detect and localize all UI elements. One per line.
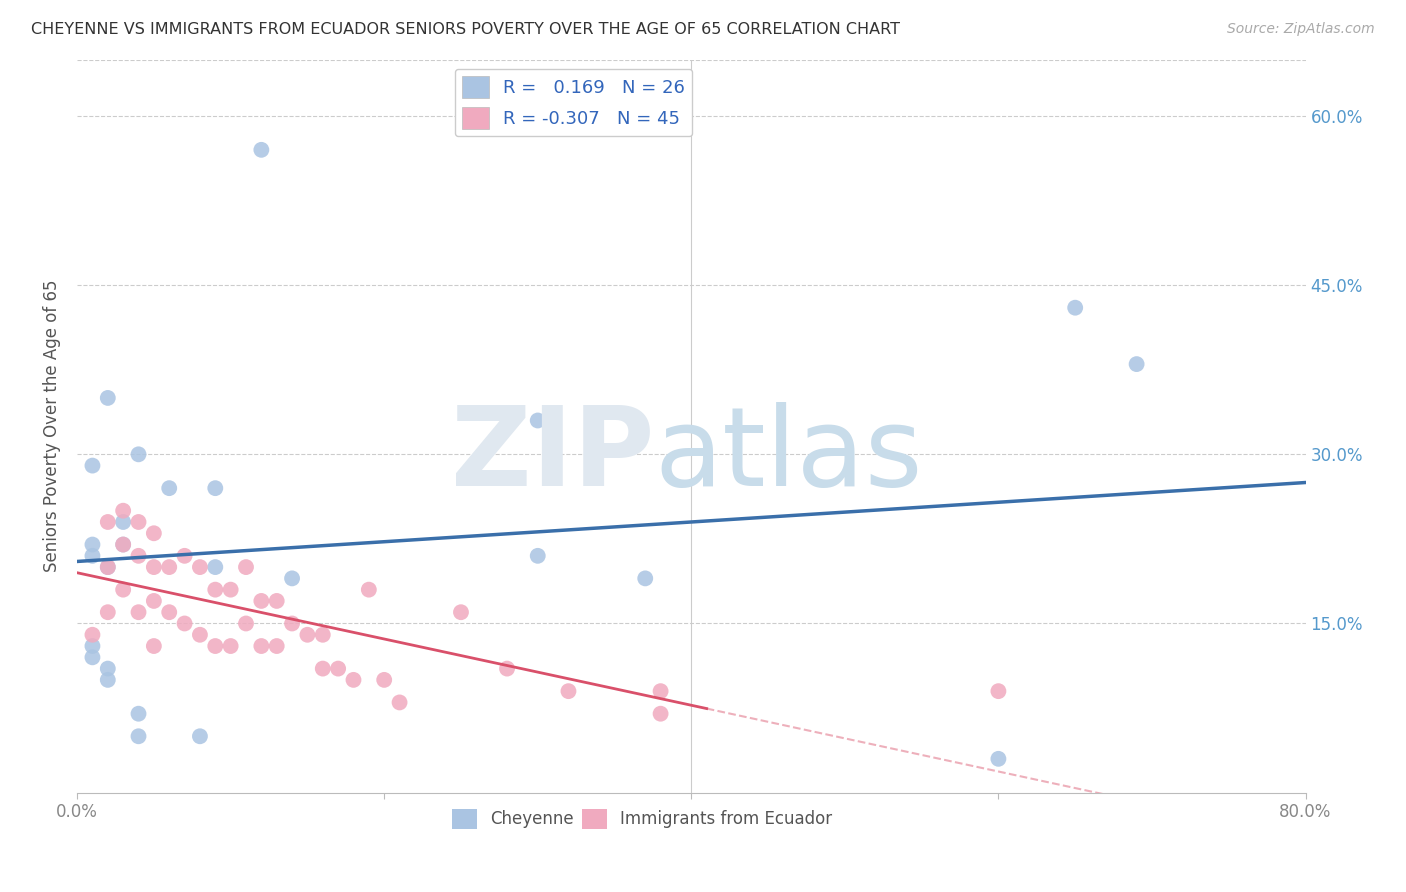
Point [128, 515, 150, 529]
Point [250, 143, 273, 157]
Point [173, 549, 195, 563]
Point [388, 695, 411, 709]
Point [204, 560, 226, 574]
Point [128, 605, 150, 619]
Point [97, 560, 120, 574]
Point [204, 582, 226, 597]
Point [557, 684, 579, 698]
Point [357, 582, 380, 597]
Point [97, 662, 120, 676]
Point [250, 639, 273, 653]
Point [128, 447, 150, 461]
Point [112, 582, 135, 597]
Point [142, 526, 165, 541]
Point [1064, 301, 1087, 315]
Point [188, 560, 211, 574]
Point [526, 549, 548, 563]
Point [142, 560, 165, 574]
Point [97, 605, 120, 619]
Point [82, 650, 104, 665]
Point [526, 413, 548, 427]
Point [157, 560, 180, 574]
Point [157, 481, 180, 495]
Point [297, 628, 319, 642]
Point [987, 684, 1010, 698]
Point [188, 628, 211, 642]
Point [112, 537, 135, 551]
Text: Source: ZipAtlas.com: Source: ZipAtlas.com [1227, 22, 1375, 37]
Point [326, 662, 349, 676]
Point [112, 537, 135, 551]
Point [634, 571, 657, 585]
Point [128, 549, 150, 563]
Point [204, 639, 226, 653]
Point [82, 639, 104, 653]
Point [312, 662, 335, 676]
Text: ZIP: ZIP [451, 402, 654, 509]
Point [987, 752, 1010, 766]
Point [312, 628, 335, 642]
Point [97, 673, 120, 687]
Point [250, 594, 273, 608]
Point [82, 537, 104, 551]
Text: CHEYENNE VS IMMIGRANTS FROM ECUADOR SENIORS POVERTY OVER THE AGE OF 65 CORRELATI: CHEYENNE VS IMMIGRANTS FROM ECUADOR SENI… [31, 22, 900, 37]
Point [373, 673, 395, 687]
Point [219, 639, 242, 653]
Point [650, 684, 672, 698]
Point [128, 706, 150, 721]
Point [1125, 357, 1147, 371]
Point [235, 560, 257, 574]
Point [82, 458, 104, 473]
Point [82, 628, 104, 642]
Point [142, 594, 165, 608]
Legend: Cheyenne, Immigrants from Ecuador: Cheyenne, Immigrants from Ecuador [446, 802, 839, 836]
Point [650, 706, 672, 721]
Point [112, 515, 135, 529]
Point [266, 594, 288, 608]
Point [281, 616, 304, 631]
Point [219, 582, 242, 597]
Point [142, 639, 165, 653]
Point [266, 639, 288, 653]
Point [82, 549, 104, 563]
Point [188, 729, 211, 743]
Point [157, 605, 180, 619]
Point [112, 504, 135, 518]
Point [97, 515, 120, 529]
Text: atlas: atlas [654, 402, 922, 509]
Point [204, 481, 226, 495]
Point [450, 605, 472, 619]
Y-axis label: Seniors Poverty Over the Age of 65: Seniors Poverty Over the Age of 65 [44, 280, 60, 573]
Point [173, 616, 195, 631]
Point [128, 729, 150, 743]
Point [342, 673, 364, 687]
Point [97, 560, 120, 574]
Point [97, 391, 120, 405]
Point [496, 662, 519, 676]
Point [281, 571, 304, 585]
Point [235, 616, 257, 631]
